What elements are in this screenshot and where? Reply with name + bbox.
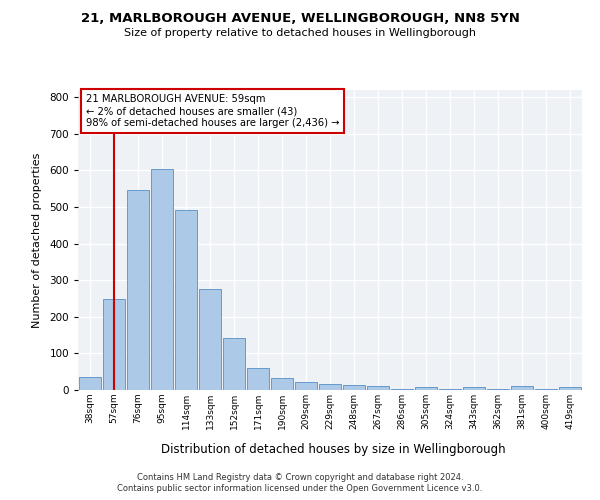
Bar bbox=[415, 387, 437, 390]
Text: 21 MARLBOROUGH AVENUE: 59sqm
← 2% of detached houses are smaller (43)
98% of sem: 21 MARLBOROUGH AVENUE: 59sqm ← 2% of det… bbox=[86, 94, 339, 128]
Bar bbox=[127, 190, 149, 390]
Text: Distribution of detached houses by size in Wellingborough: Distribution of detached houses by size … bbox=[161, 442, 505, 456]
Bar bbox=[319, 384, 341, 390]
Bar bbox=[391, 388, 413, 390]
Bar bbox=[199, 288, 221, 390]
Bar bbox=[271, 378, 293, 390]
Bar bbox=[223, 338, 245, 390]
Bar bbox=[79, 377, 101, 390]
Bar bbox=[343, 385, 365, 390]
Bar bbox=[151, 170, 173, 390]
Y-axis label: Number of detached properties: Number of detached properties bbox=[32, 152, 43, 328]
Bar bbox=[367, 386, 389, 390]
Bar bbox=[103, 300, 125, 390]
Bar bbox=[511, 386, 533, 390]
Bar bbox=[487, 388, 509, 390]
Text: Contains public sector information licensed under the Open Government Licence v3: Contains public sector information licen… bbox=[118, 484, 482, 493]
Bar bbox=[559, 387, 581, 390]
Bar bbox=[295, 382, 317, 390]
Bar bbox=[439, 388, 461, 390]
Bar bbox=[247, 368, 269, 390]
Bar bbox=[535, 389, 557, 390]
Text: Contains HM Land Registry data © Crown copyright and database right 2024.: Contains HM Land Registry data © Crown c… bbox=[137, 472, 463, 482]
Text: Size of property relative to detached houses in Wellingborough: Size of property relative to detached ho… bbox=[124, 28, 476, 38]
Bar bbox=[463, 387, 485, 390]
Bar bbox=[175, 210, 197, 390]
Text: 21, MARLBOROUGH AVENUE, WELLINGBOROUGH, NN8 5YN: 21, MARLBOROUGH AVENUE, WELLINGBOROUGH, … bbox=[80, 12, 520, 26]
